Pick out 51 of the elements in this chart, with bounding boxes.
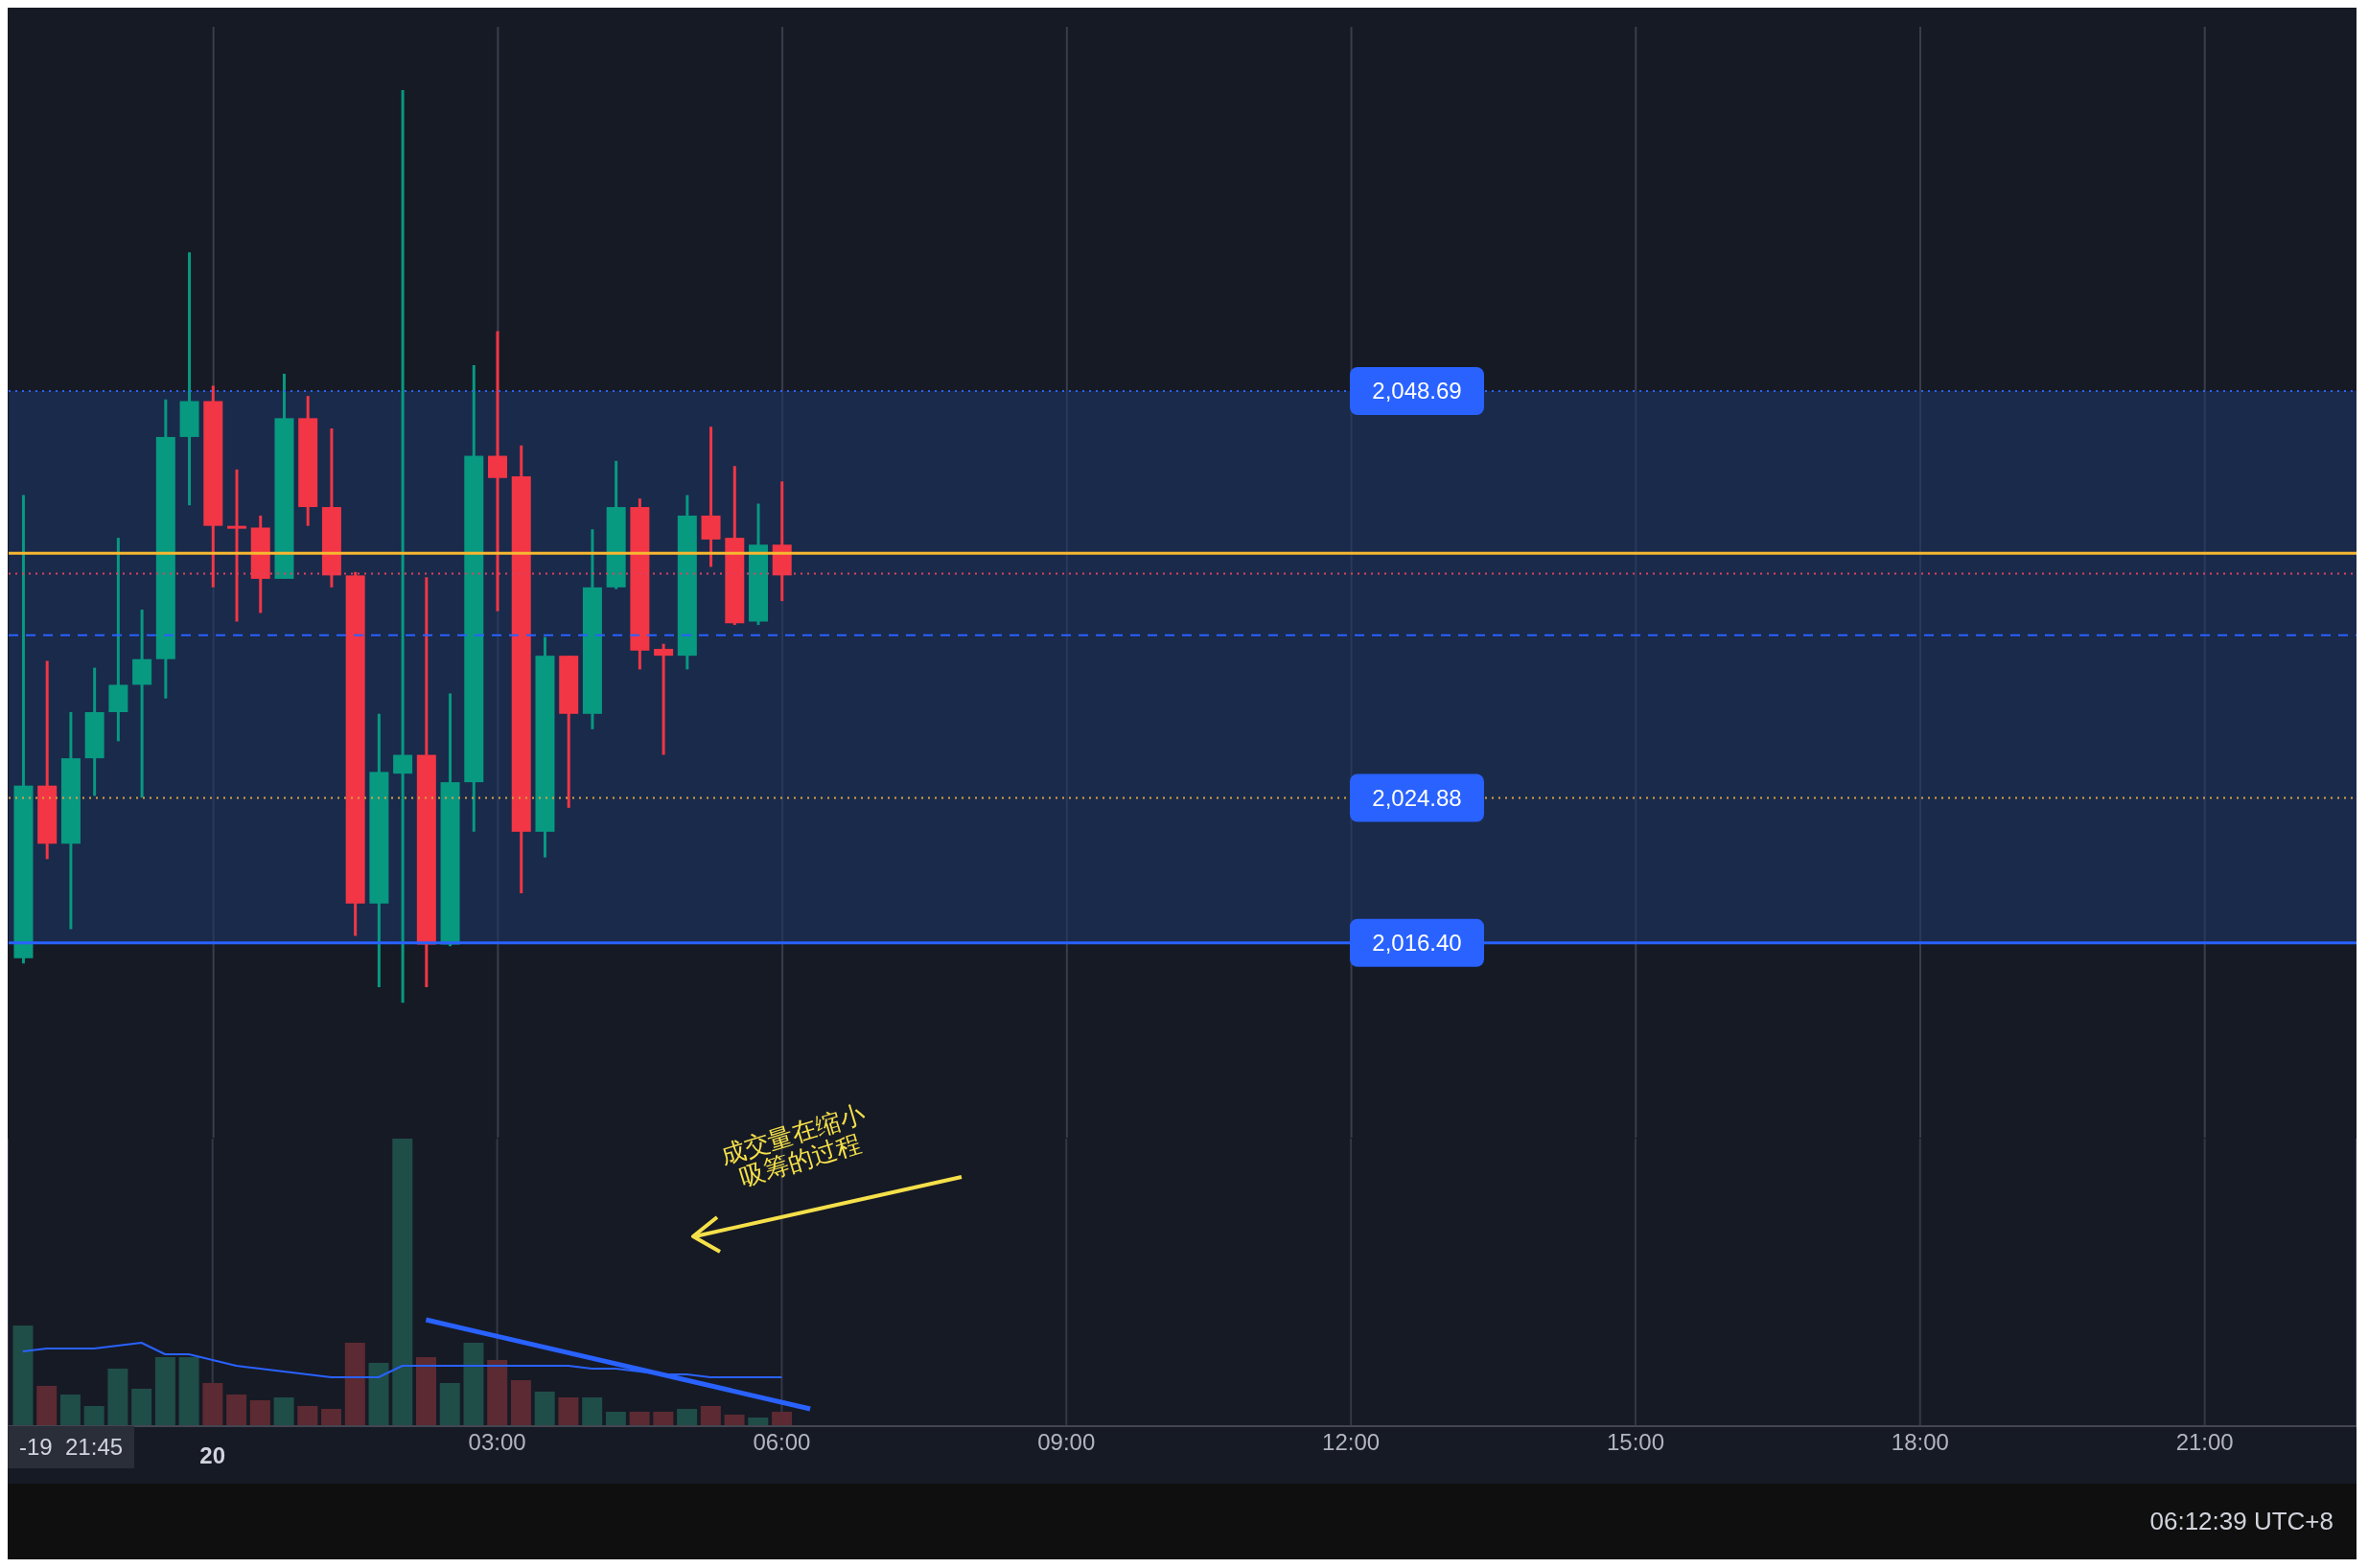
text: 06:12:39 UTC+8 — [8, 1484, 2356, 1559]
bar — [59, 1395, 81, 1426]
bar — [772, 1412, 793, 1426]
x-tick-label: 12:00 — [1322, 1429, 1381, 1456]
bar — [273, 1397, 294, 1426]
candlestick — [393, 89, 413, 1004]
text: 20 — [198, 1442, 227, 1469]
bar — [297, 1406, 318, 1426]
bar — [677, 1409, 698, 1426]
bar — [344, 1343, 365, 1426]
bar — [653, 1412, 674, 1426]
bar — [629, 1412, 650, 1426]
text: -19 21:45 — [8, 1426, 135, 1468]
bar — [202, 1383, 223, 1426]
bar — [558, 1397, 579, 1426]
bar — [154, 1357, 175, 1426]
candlestick — [132, 610, 152, 799]
bar — [487, 1360, 508, 1426]
bar — [605, 1412, 626, 1426]
y-tick-label: 2,024.88 — [1372, 784, 1462, 811]
bar — [249, 1400, 270, 1426]
bar — [83, 1406, 104, 1426]
x-tick-label: 15:00 — [1606, 1429, 1665, 1456]
bar — [321, 1409, 342, 1426]
x-tick-label: 21:00 — [2175, 1429, 2234, 1456]
x-tick-label: 18:00 — [1891, 1429, 1949, 1456]
bar — [178, 1357, 199, 1426]
bar — [510, 1380, 531, 1426]
bar — [416, 1357, 436, 1426]
x-tick-label: 06:00 — [753, 1429, 811, 1456]
bar — [582, 1397, 603, 1426]
bar — [131, 1389, 152, 1426]
candlestick — [227, 468, 247, 622]
bar — [107, 1369, 128, 1426]
bar — [439, 1383, 460, 1426]
bar — [700, 1406, 721, 1426]
x-tick-label: 09:00 — [1037, 1429, 1096, 1456]
candlestick — [488, 331, 508, 611]
x-tick-label: 03:00 — [468, 1429, 526, 1456]
bar — [226, 1395, 247, 1426]
bar — [36, 1386, 58, 1426]
bar — [392, 1139, 413, 1426]
y-tick-label: 2,016.40 — [1372, 929, 1462, 956]
bar — [724, 1415, 745, 1426]
bar — [463, 1343, 484, 1426]
bar — [534, 1392, 555, 1426]
bar — [12, 1326, 34, 1426]
candlestick — [108, 538, 128, 742]
candlestick — [654, 643, 674, 755]
y-tick-label: 2,048.69 — [1372, 377, 1462, 404]
bar — [368, 1363, 389, 1426]
